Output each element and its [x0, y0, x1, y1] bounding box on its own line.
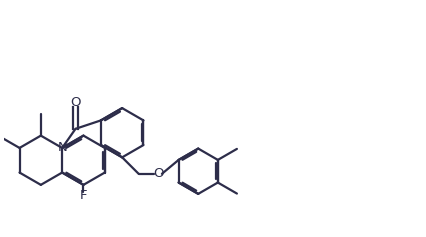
Text: O: O: [70, 96, 81, 109]
Text: O: O: [153, 167, 163, 180]
Text: N: N: [58, 141, 68, 155]
Text: F: F: [80, 189, 87, 202]
